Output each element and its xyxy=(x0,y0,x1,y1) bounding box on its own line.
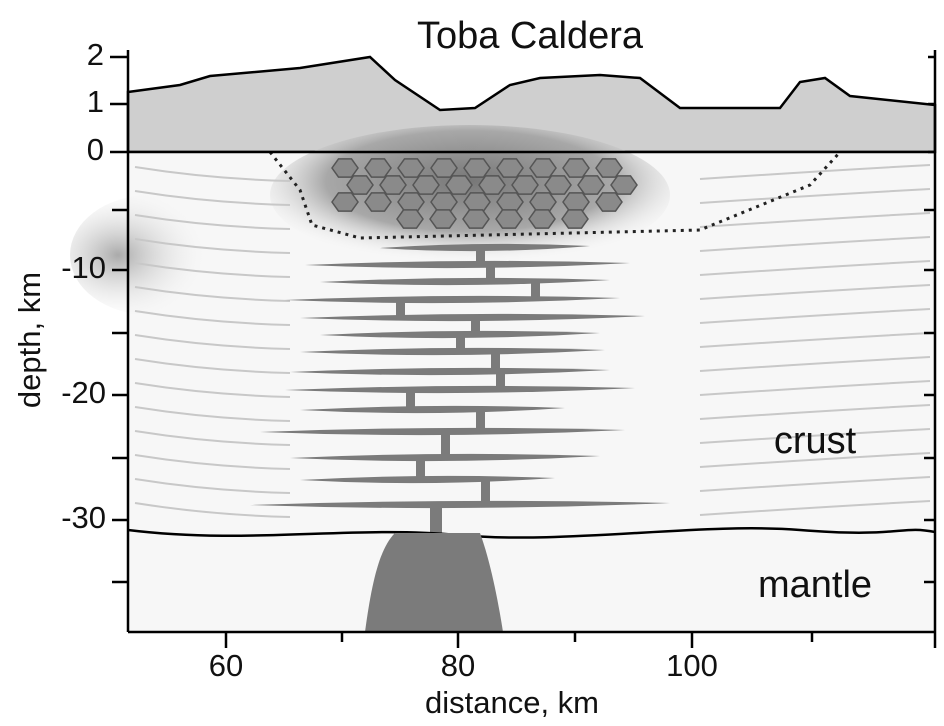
sill xyxy=(285,385,635,394)
dike xyxy=(476,248,485,265)
block xyxy=(562,158,590,178)
topography xyxy=(126,55,937,154)
crust-line xyxy=(134,452,931,470)
sill xyxy=(380,243,590,252)
reservoir-blocks xyxy=(331,158,638,229)
sill xyxy=(305,260,630,269)
dike xyxy=(430,505,442,535)
block xyxy=(463,158,491,178)
block xyxy=(496,158,524,178)
tick-label: 0 xyxy=(87,132,104,167)
block xyxy=(429,209,457,229)
sills xyxy=(250,243,670,535)
block xyxy=(379,175,407,195)
block xyxy=(478,175,506,195)
crust-line xyxy=(134,308,931,326)
tick-label: 60 xyxy=(209,648,243,683)
tick-label: 80 xyxy=(441,648,475,683)
crust-lines xyxy=(134,164,931,518)
crust-line xyxy=(134,380,931,398)
block xyxy=(561,209,589,229)
crust-line xyxy=(134,404,931,422)
block xyxy=(544,175,572,195)
block xyxy=(511,175,539,195)
block xyxy=(397,192,425,212)
y-axis-label: depth, km xyxy=(12,272,47,408)
block xyxy=(463,192,491,212)
block xyxy=(445,175,473,195)
dike xyxy=(476,410,485,432)
block xyxy=(397,158,425,178)
block xyxy=(364,192,392,212)
dike xyxy=(471,318,480,335)
crust-line xyxy=(134,428,931,446)
tick-label: 100 xyxy=(666,648,718,683)
crust-line xyxy=(134,476,931,494)
sill xyxy=(300,405,565,414)
plume xyxy=(365,533,503,632)
sill xyxy=(320,330,600,339)
tick-label: 1 xyxy=(87,84,104,119)
dike xyxy=(441,432,450,458)
crust-line xyxy=(134,500,931,518)
block xyxy=(577,175,605,195)
sill xyxy=(300,475,555,484)
crust-line xyxy=(134,236,931,254)
dike xyxy=(396,300,405,318)
crust-line xyxy=(134,356,931,374)
sill xyxy=(290,367,610,376)
dike xyxy=(491,352,500,372)
anomaly xyxy=(70,195,230,315)
dike xyxy=(406,390,415,410)
crust-line xyxy=(134,284,931,302)
dike xyxy=(531,282,540,300)
crust-line xyxy=(134,332,931,350)
crust-line xyxy=(134,212,931,230)
ticks xyxy=(110,55,937,648)
block xyxy=(529,158,557,178)
moho xyxy=(127,527,936,539)
dike xyxy=(496,372,505,390)
block xyxy=(412,175,440,195)
block xyxy=(331,158,359,178)
layer-label: mantle xyxy=(758,564,872,606)
block xyxy=(496,192,524,212)
crust-line xyxy=(134,164,931,182)
block xyxy=(562,192,590,212)
block xyxy=(528,209,556,229)
layer-label: crust xyxy=(774,420,857,462)
tick-label: 2 xyxy=(87,37,104,72)
caldera-outline xyxy=(268,150,842,240)
crust-line xyxy=(134,260,931,278)
block xyxy=(495,209,523,229)
block xyxy=(529,192,557,212)
block xyxy=(396,209,424,229)
block xyxy=(346,175,374,195)
dike xyxy=(481,480,490,505)
block xyxy=(430,158,458,178)
x-axis-label: distance, km xyxy=(425,685,599,720)
dike xyxy=(456,335,465,352)
sill xyxy=(300,313,645,322)
tick-label: -20 xyxy=(61,375,106,410)
block xyxy=(595,192,623,212)
tick-label: -30 xyxy=(61,500,106,535)
tick-label: -10 xyxy=(61,250,106,285)
sill xyxy=(285,295,620,304)
sill xyxy=(300,347,605,356)
crust-line xyxy=(134,188,931,206)
block xyxy=(430,192,458,212)
dike xyxy=(486,265,495,282)
sill xyxy=(260,427,625,436)
block xyxy=(595,158,623,178)
block xyxy=(462,209,490,229)
sill xyxy=(250,500,670,509)
block xyxy=(364,158,392,178)
title: Toba Caldera xyxy=(417,15,644,57)
dike xyxy=(416,458,425,480)
sill xyxy=(290,453,600,462)
block xyxy=(610,175,638,195)
block xyxy=(331,192,359,212)
